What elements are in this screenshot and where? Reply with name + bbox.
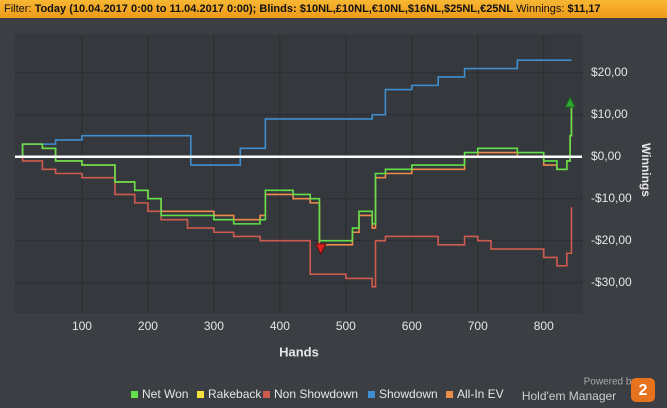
- y-tick-label: -$30,00: [591, 275, 632, 289]
- x-tick-label: 100: [72, 319, 92, 333]
- series-line: [16, 106, 573, 242]
- series-line: [16, 59, 572, 166]
- winnings-label: Winnings:: [516, 3, 565, 15]
- legend-label: Rakeback: [208, 387, 262, 401]
- peak-marker: [564, 96, 576, 108]
- y-tick-label: -$10,00: [591, 191, 632, 205]
- x-tick-label: 600: [402, 319, 422, 333]
- legend-label: Showdown: [379, 387, 438, 401]
- x-tick-label: 400: [270, 319, 290, 333]
- x-tick-label: 300: [204, 319, 224, 333]
- winnings-value: $11,17: [567, 3, 601, 15]
- trough-marker: [314, 243, 327, 256]
- x-tick-label: 200: [138, 319, 158, 333]
- y-tick-label: $0,00: [591, 149, 621, 163]
- filter-value: Today (10.04.2017 0:00 to 11.04.2017 0:0…: [34, 3, 514, 15]
- legend-swatch: [368, 391, 375, 398]
- brand-version: 2: [639, 382, 648, 399]
- legend-swatch: [263, 391, 270, 398]
- brand-logo: [631, 378, 655, 402]
- series-line: [16, 155, 573, 288]
- legend-label: Net Won: [142, 387, 188, 401]
- legend-swatch: [197, 391, 204, 398]
- x-tick-label: 800: [534, 319, 554, 333]
- brand-name: Hold'em Manager: [522, 389, 616, 403]
- y-axis-label: Winnings: [639, 143, 653, 197]
- x-tick-label: 500: [336, 319, 356, 333]
- powered-by: Powered by: [584, 377, 637, 388]
- legend-label: All-In EV: [457, 387, 504, 401]
- legend-swatch: [131, 391, 138, 398]
- x-axis-label: Hands: [279, 344, 319, 359]
- y-tick-label: $20,00: [591, 65, 628, 79]
- y-tick-label: -$20,00: [591, 233, 632, 247]
- filter-label: Filter:: [4, 3, 32, 15]
- filter-bar: Filter: Today (10.04.2017 0:00 to 11.04.…: [0, 0, 667, 18]
- legend-label: Non Showdown: [274, 387, 358, 401]
- legend-swatch: [446, 391, 453, 398]
- x-tick-label: 700: [468, 319, 488, 333]
- y-tick-label: $10,00: [591, 107, 628, 121]
- plot-area: [15, 34, 583, 313]
